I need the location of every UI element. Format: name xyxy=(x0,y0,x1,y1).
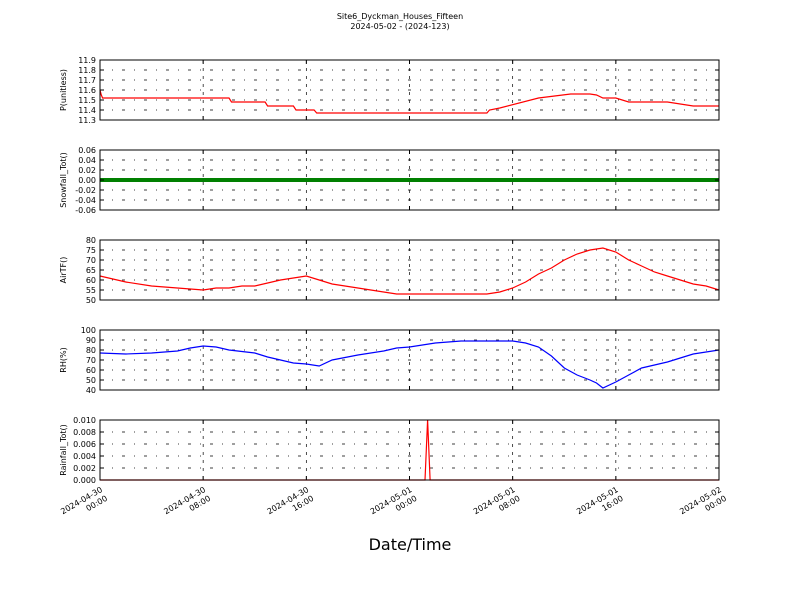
y-tick-label: 0.010 xyxy=(73,416,96,425)
chart-title: Site6_Dyckman_Houses_Fifteen xyxy=(337,12,463,21)
y-axis-label: P(unitless) xyxy=(59,69,68,111)
y-tick-label: 0.004 xyxy=(73,452,96,461)
y-tick-label: -0.02 xyxy=(75,186,96,195)
y-tick-label: 0.002 xyxy=(73,464,96,473)
y-tick-label: 70 xyxy=(86,356,96,365)
y-tick-label: 40 xyxy=(86,386,96,395)
y-tick-label: 50 xyxy=(86,376,96,385)
y-tick-label: 11.8 xyxy=(78,66,96,75)
y-axis-label: AirTF() xyxy=(59,257,68,284)
y-tick-label: 80 xyxy=(86,346,96,355)
y-tick-label: 60 xyxy=(86,276,96,285)
y-tick-label: 11.5 xyxy=(78,96,96,105)
x-axis-label: Date/Time xyxy=(369,535,452,554)
y-tick-label: 0.000 xyxy=(73,476,96,485)
y-tick-label: -0.06 xyxy=(75,206,96,215)
y-tick-label: 0.06 xyxy=(78,146,96,155)
y-tick-label: 60 xyxy=(86,366,96,375)
y-tick-label: 50 xyxy=(86,296,96,305)
y-tick-label: 70 xyxy=(86,256,96,265)
y-tick-label: 11.9 xyxy=(78,56,96,65)
panels: 11.311.411.511.611.711.811.9 P(unitless) -… xyxy=(59,56,720,485)
y-tick-label: 11.7 xyxy=(78,76,96,85)
y-tick-label: 0.006 xyxy=(73,440,96,449)
y-tick-label: 0.00 xyxy=(78,176,96,185)
panel-2: -0.06-0.04-0.020.000.020.040.06 Snowfall_… xyxy=(59,146,720,215)
y-tick-label: 11.4 xyxy=(78,106,96,115)
y-tick-label: -0.04 xyxy=(75,196,96,205)
y-tick-label: 0.008 xyxy=(73,428,96,437)
y-axis-label: Rainfall_Tot() xyxy=(59,424,68,476)
y-tick-label: 55 xyxy=(86,286,96,295)
series-line xyxy=(99,89,719,114)
y-tick-label: 80 xyxy=(86,236,96,245)
panel-5: 0.000 0.002 0.004 0.006 0.008 0.010 Rainfall_T… xyxy=(59,416,720,485)
y-tick-label: 11.6 xyxy=(78,86,96,95)
y-tick-label: 90 xyxy=(86,336,96,345)
chart-subtitle: 2024-05-02 - (2024-123) xyxy=(350,22,449,31)
y-tick-label: 65 xyxy=(86,266,96,275)
y-tick-label: 0.04 xyxy=(78,156,96,165)
y-axis-label: Snowfall_Tot() xyxy=(59,152,68,208)
series-line xyxy=(99,340,720,389)
y-tick-label: 11.3 xyxy=(78,116,96,125)
y-axis-label: RH(%) xyxy=(59,347,68,372)
y-tick-label: 100 xyxy=(81,326,96,335)
series-line xyxy=(99,247,720,295)
y-tick-label: 75 xyxy=(86,246,96,255)
y-tick-label: 0.02 xyxy=(78,166,96,175)
panel-1: 11.311.411.511.611.711.811.9 P(unitless) xyxy=(59,56,720,125)
